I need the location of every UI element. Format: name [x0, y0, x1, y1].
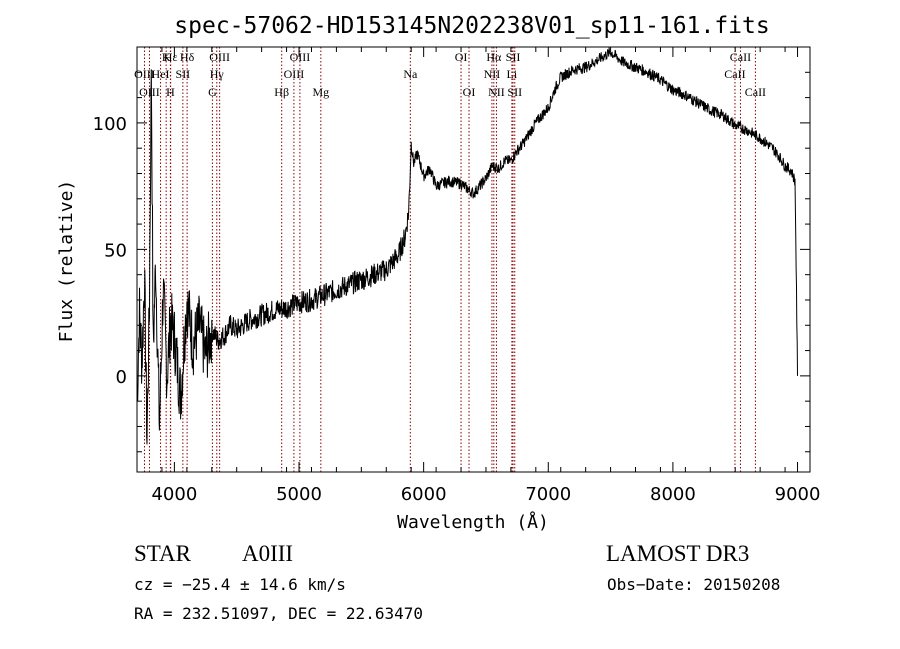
line-marker-label: OIII [134, 67, 155, 81]
x-axis-label: Wavelength (Å) [397, 511, 549, 533]
x-axis-ticks: 4000 5000 6000 7000 8000 9000 [136, 47, 821, 505]
line-marker-label: OIII [284, 67, 305, 81]
observation-date: Obs−Date: 20150208 [607, 575, 780, 594]
line-marker-label: CaII [745, 85, 766, 99]
line-marker-label: Li [507, 67, 518, 81]
line-marker-label: Hγ [210, 67, 225, 81]
line-marker-lines [143, 47, 756, 472]
x-tick-label: 4000 [151, 484, 197, 505]
line-marker-label: G [208, 85, 217, 99]
chart-title: spec-57062-HD153145N202238V01_sp11-161.f… [174, 13, 769, 39]
x-tick-label: 8000 [650, 484, 696, 505]
x-tick-label: 9000 [775, 484, 821, 505]
y-tick-label: 50 [104, 240, 127, 261]
y-tick-label: 100 [93, 114, 127, 135]
line-marker-label: CaII [730, 50, 751, 64]
line-marker-label: OI [455, 50, 468, 64]
object-subclass: A0III [242, 541, 293, 566]
line-marker-label: CaII [724, 67, 745, 81]
y-axis-ticks: 0 50 100 [93, 46, 810, 453]
line-marker-label: Hδ [180, 50, 195, 64]
line-marker-label: SII [507, 85, 522, 99]
plot-frame [136, 46, 811, 473]
line-marker-label: OIII [290, 50, 311, 64]
x-tick-label: 7000 [525, 484, 571, 505]
spectrum-series-line [136, 47, 798, 445]
line-marker-label: K [162, 50, 171, 64]
line-marker-label: SII [176, 67, 191, 81]
line-marker-label: NII [488, 85, 505, 99]
y-tick-label: 0 [116, 367, 127, 388]
y-axis-label: Flux (relative) [56, 180, 77, 343]
coordinates: RA = 232.51097, DEC = 22.63470 [134, 604, 423, 623]
line-marker-label: Hβ [274, 85, 289, 99]
line-marker-label: OIII [209, 50, 230, 64]
line-marker-label: OI [463, 85, 476, 99]
x-tick-label: 6000 [401, 484, 447, 505]
line-marker-label: NII [484, 67, 501, 81]
object-class: STAR [134, 541, 192, 566]
line-marker-label: OIII [139, 85, 160, 99]
line-marker-label: HeI [152, 67, 170, 81]
line-marker-label: Na [403, 67, 418, 81]
line-marker-label: H [166, 85, 175, 99]
redshift-cz: cz = −25.4 ± 14.6 km/s [134, 575, 346, 594]
line-marker-label: Mg [312, 85, 329, 99]
survey-name: LAMOST DR3 [606, 541, 749, 566]
line-marker-label: Hα [486, 50, 502, 64]
line-marker-label: SII [506, 50, 521, 64]
x-tick-label: 5000 [276, 484, 322, 505]
